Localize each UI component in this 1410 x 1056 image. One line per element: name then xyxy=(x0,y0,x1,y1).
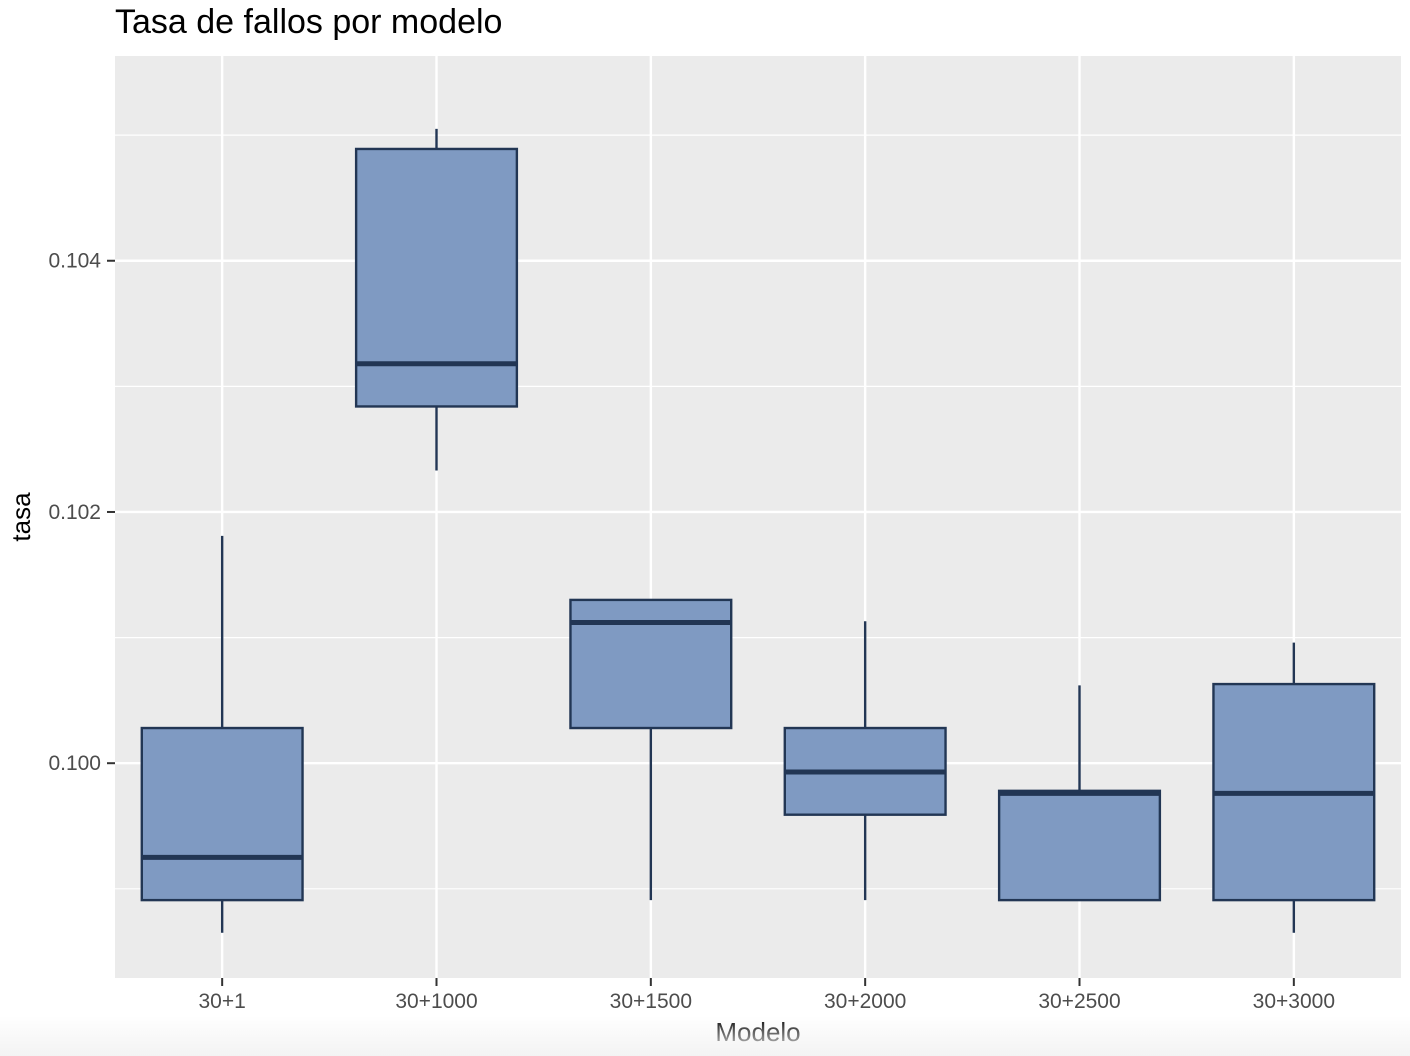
x-axis: 30+1 30+1000 30+1500 30+2000 30+2500 30+3000 xyxy=(199,978,1335,1013)
y-tick-label: 0.100 xyxy=(48,752,101,775)
box-30+1 xyxy=(140,535,304,933)
box-iqr xyxy=(140,726,304,902)
x-axis-title: Modelo xyxy=(715,1017,800,1047)
x-tick-label: 30+1 xyxy=(199,990,246,1013)
y-tick-label: 0.102 xyxy=(48,501,101,524)
box-iqr xyxy=(997,789,1162,902)
box-30+3000 xyxy=(1212,642,1376,933)
chart-title: Tasa de fallos por modelo xyxy=(115,3,502,41)
box-30+2000 xyxy=(783,621,947,901)
box-30+2500 xyxy=(997,685,1162,902)
y-axis-title: tasa xyxy=(6,492,36,542)
y-axis: 0.100 0.102 0.104 xyxy=(48,250,115,775)
box-30+1500 xyxy=(569,598,733,901)
y-tick-label: 0.104 xyxy=(48,250,101,273)
box-iqr xyxy=(569,598,733,730)
x-tick-label: 30+1500 xyxy=(610,990,692,1013)
x-tick-label: 30+2000 xyxy=(824,990,906,1013)
x-tick-label: 30+2500 xyxy=(1038,990,1120,1013)
box-iqr xyxy=(354,147,519,408)
plot-panel xyxy=(115,56,1401,978)
box-30+1000 xyxy=(354,128,519,471)
x-tick-label: 30+3000 xyxy=(1253,990,1335,1013)
x-tick-label: 30+1000 xyxy=(395,990,477,1013)
boxes xyxy=(140,128,1376,933)
